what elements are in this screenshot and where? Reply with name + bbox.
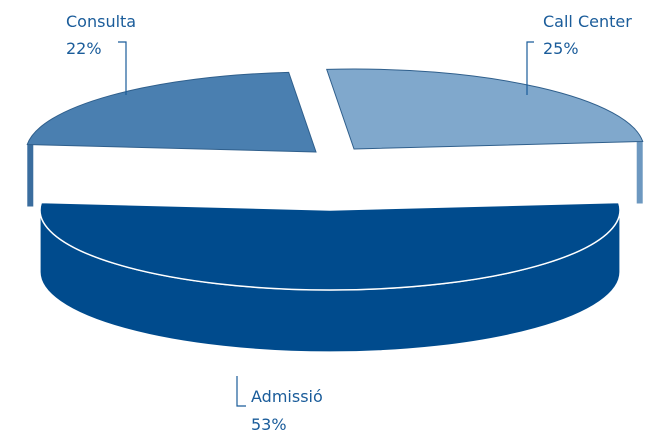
call-center-value-label: 25% bbox=[543, 39, 579, 58]
call-center-callout-line bbox=[526, 41, 534, 95]
call-center-label: Call Center bbox=[543, 12, 632, 31]
consulta-edge bbox=[27, 144, 34, 207]
admissio-value-label: 53% bbox=[251, 415, 287, 434]
consulta-value-label: 22% bbox=[66, 39, 102, 58]
call-center-slice bbox=[326, 68, 644, 150]
call-center-edge bbox=[636, 141, 643, 204]
admissio-label: Admissió bbox=[251, 387, 323, 406]
consulta-callout-line bbox=[118, 41, 127, 95]
consulta-label: Consulta bbox=[66, 12, 136, 31]
consulta-slice bbox=[26, 71, 317, 153]
slice-labels: Consulta 22% Call Center 25% Admissió 53… bbox=[66, 12, 632, 434]
pie-slices bbox=[26, 68, 644, 353]
admissio-callout-line bbox=[236, 376, 246, 407]
admissio-slice bbox=[39, 201, 621, 291]
